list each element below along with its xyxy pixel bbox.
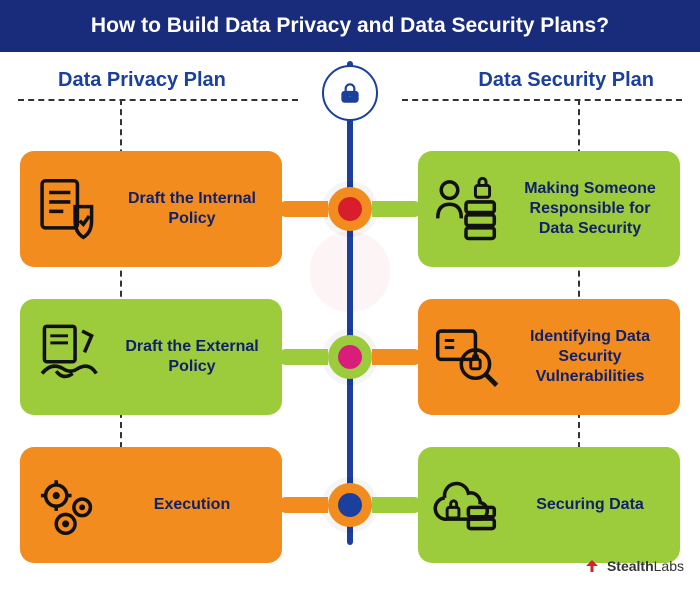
card-label: Draft the External Policy <box>114 337 270 377</box>
connector-left <box>278 497 328 513</box>
brand-name-prefix: Stealth <box>607 558 654 574</box>
connector-right <box>372 201 422 217</box>
card-label: Draft the Internal Policy <box>114 189 270 229</box>
brand-mark-icon <box>583 557 601 575</box>
person-server-lock-icon <box>430 173 502 245</box>
center-timeline <box>347 61 353 545</box>
left-card: Draft the Internal Policy <box>20 151 282 267</box>
connector-left <box>278 201 328 217</box>
page-title-bar: How to Build Data Privacy and Data Secur… <box>0 0 700 55</box>
gears-icon <box>32 469 104 541</box>
left-card: Execution <box>20 447 282 563</box>
brand-logo: StealthLabs <box>583 557 684 575</box>
left-column-title: Data Privacy Plan <box>58 69 226 92</box>
brand-name-suffix: Labs <box>654 558 684 574</box>
timeline-node <box>328 335 372 379</box>
handshake-document-icon <box>32 321 104 393</box>
card-label: Making Someone Responsible for Data Secu… <box>512 179 668 239</box>
page-title: How to Build Data Privacy and Data Secur… <box>91 14 609 37</box>
right-card: Identifying Data Security Vulnerabilitie… <box>418 299 680 415</box>
timeline-node <box>328 187 372 231</box>
infographic-body: Data Privacy Plan Data Security Plan Dra… <box>0 55 700 585</box>
dashed-divider-left <box>18 99 298 101</box>
right-card: Making Someone Responsible for Data Secu… <box>418 151 680 267</box>
document-shield-icon <box>32 173 104 245</box>
right-column-title: Data Security Plan <box>478 69 654 92</box>
connector-left <box>278 349 328 365</box>
connector-right <box>372 497 422 513</box>
card-label: Identifying Data Security Vulnerabilitie… <box>512 327 668 387</box>
right-card: Securing Data <box>418 447 680 563</box>
card-label: Execution <box>114 495 270 515</box>
card-label: Securing Data <box>512 495 668 515</box>
cloud-server-lock-icon <box>430 469 502 541</box>
magnify-server-icon <box>430 321 502 393</box>
left-card: Draft the External Policy <box>20 299 282 415</box>
timeline-node <box>328 483 372 527</box>
lock-icon <box>322 65 378 121</box>
connector-right <box>372 349 422 365</box>
dashed-divider-right <box>402 99 682 101</box>
